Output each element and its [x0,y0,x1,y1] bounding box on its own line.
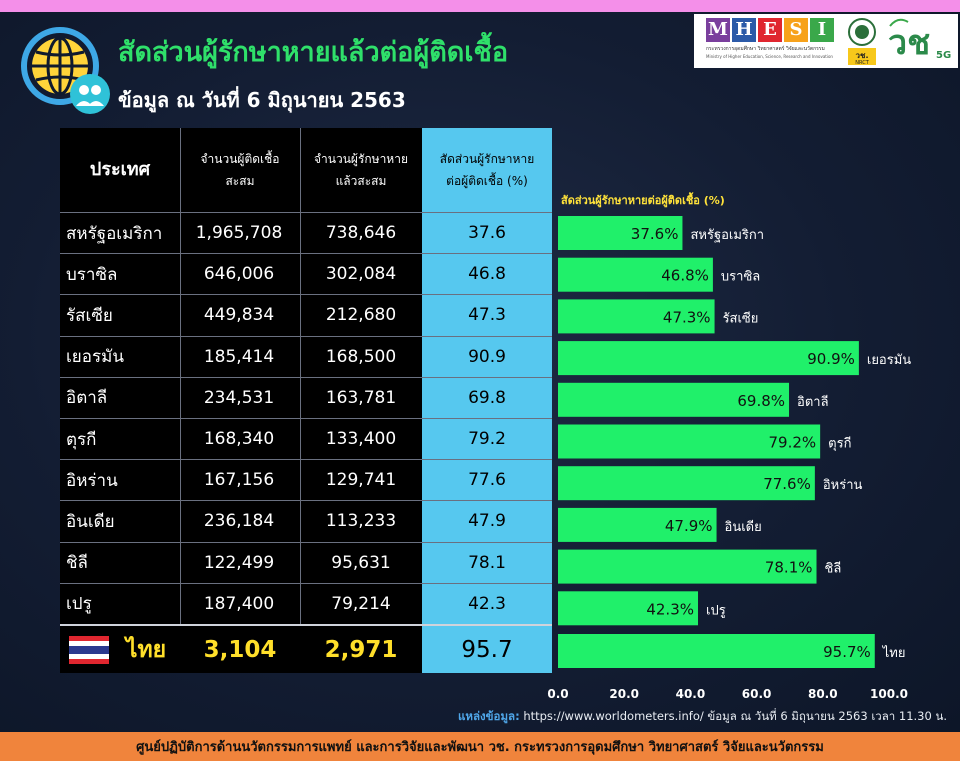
header-recovered: จำนวนผู้รักษาหาย แล้วสะสม [314,152,408,188]
infected-cell: 234,531 [203,387,275,408]
table-row: ชิลี 122,499 95,631 78.1 [60,541,552,582]
nrct-sub-label: NRCT [855,60,869,66]
header-ratio: สัดส่วนผู้รักษาหาย ต่อผู้ติดเชื้อ (%) [439,152,535,188]
recovered-cell: 133,400 [325,429,397,449]
table-row: ตุรกี 168,340 133,400 79.2 [60,418,552,458]
top-accent-bar [0,0,960,12]
ratio-cell: 77.6 [468,470,506,491]
table-row: อิหร่าน 167,156 129,741 77.6 [60,459,552,499]
mhesi-thai-text: กระทรวงการอุดมศึกษา วิทยาศาสตร์ วิจัยและ… [706,46,825,52]
ratio-cell: 69.8 [468,387,506,408]
ratio-cell: 47.3 [468,305,506,326]
country-cell: ชิลี [66,553,88,574]
table-row: รัสเซีย 449,834 212,680 47.3 [60,294,552,334]
infected-cell: 122,499 [203,552,275,573]
recovered-cell: 113,233 [325,511,397,532]
mhesi-letter: M [706,18,730,42]
infected-cell: 187,400 [203,593,275,614]
infected-cell: 449,834 [203,305,275,326]
ratio-cell: 78.1 [468,552,506,573]
table-row: สหรัฐอเมริกา 1,965,708 738,646 37.6 [60,212,552,252]
chart-title: สัดส่วนผู้รักษาหายต่อผู้ติดเชื้อ (%) [561,194,725,207]
thailand-flag-icon [68,635,110,665]
country-cell: สหรัฐอเมริกา [66,223,163,244]
ratio-cell: 42.3 [468,593,506,614]
logo-5g: วช 5G [880,14,958,68]
ratio-cell: 47.9 [468,511,506,532]
recovered-cell: 738,646 [325,223,397,243]
table-row: อิตาลี 234,531 163,781 69.8 [60,376,552,417]
thailand-row: ไทย 3,104 2,971 95.7 [60,624,552,673]
mhesi-letter: I [810,18,834,42]
country-cell: เปรู [66,594,92,615]
header-infected: จำนวนผู้ติดเชื้อ สะสม [200,152,280,188]
logo-5g-label: 5G [936,50,951,61]
mhesi-letter: E [758,18,782,42]
ratio-cell: 46.8 [468,264,506,285]
ratio-cell: 90.9 [468,346,506,367]
infected-cell: 168,340 [203,429,275,449]
nrct-logo: วช. NRCT [844,14,880,68]
logo-5g-mark: วช [888,23,930,63]
infected-cell: 646,006 [203,264,275,285]
table-row: เปรู 187,400 79,214 42.3 [60,582,552,623]
ratio-cell: 37.6 [468,223,506,243]
ratio-cell: 79.2 [468,429,506,449]
source-note: แหล่งข้อมูล: https://www.worldometers.in… [0,708,947,726]
source-text: https://www.worldometers.info/ ข้อมูล ณ … [519,709,947,723]
footer-bar: ศูนย์ปฏิบัติการด้านนวัตกรรมการแพทย์ และก… [0,732,960,761]
country-cell: เยอรมัน [66,347,124,368]
thailand-country: ไทย [125,636,167,663]
table-header: ประเทศ จำนวนผู้ติดเชื้อ สะสม จำนวนผู้รัก… [60,128,552,212]
page-title: สัดส่วนผู้รักษาหายแล้วต่อผู้ติดเชื้อ [118,37,509,68]
country-cell: ตุรกี [66,429,97,450]
recovered-cell: 168,500 [325,346,397,367]
data-table: ประเทศ จำนวนผู้ติดเชื้อ สะสม จำนวนผู้รัก… [60,128,552,673]
thailand-infected: 3,104 [203,636,277,663]
country-cell: อินเดีย [66,511,115,532]
infected-cell: 236,184 [203,511,275,532]
thailand-ratio: 95.7 [461,636,513,663]
nrct-label: วช. [856,51,869,60]
mhesi-letter: S [784,18,808,42]
table-row: เยอรมัน 185,414 168,500 90.9 [60,335,552,376]
recovered-cell: 212,680 [325,305,397,326]
recovered-cell: 163,781 [325,387,397,408]
recovered-cell: 302,084 [325,264,397,285]
header-country: ประเทศ [89,159,151,180]
table-row: อินเดีย 236,184 113,233 47.9 [60,500,552,540]
globe-people-icon [21,27,110,114]
infected-cell: 167,156 [203,470,275,491]
table-row: บราซิล 646,006 302,084 46.8 [60,253,552,293]
infected-cell: 185,414 [203,346,275,367]
mhesi-letter: H [732,18,756,42]
ratio-column-bg [422,128,552,673]
recovered-cell: 79,214 [331,593,391,614]
page-subtitle: ข้อมูล ณ วันที่ 6 มิถุนายน 2563 [118,88,406,112]
mhesi-english-text: Ministry of Higher Education, Science, R… [706,54,833,59]
country-cell: อิหร่าน [66,470,118,491]
recovered-cell: 95,631 [331,552,391,573]
recovered-cell: 129,741 [325,470,397,491]
thailand-recovered: 2,971 [324,636,398,663]
country-cell: รัสเซีย [66,305,113,326]
source-label: แหล่งข้อมูล: [458,709,520,723]
infected-cell: 1,965,708 [195,223,283,243]
country-cell: บราซิล [66,264,118,285]
country-cell: อิตาลี [66,388,108,409]
